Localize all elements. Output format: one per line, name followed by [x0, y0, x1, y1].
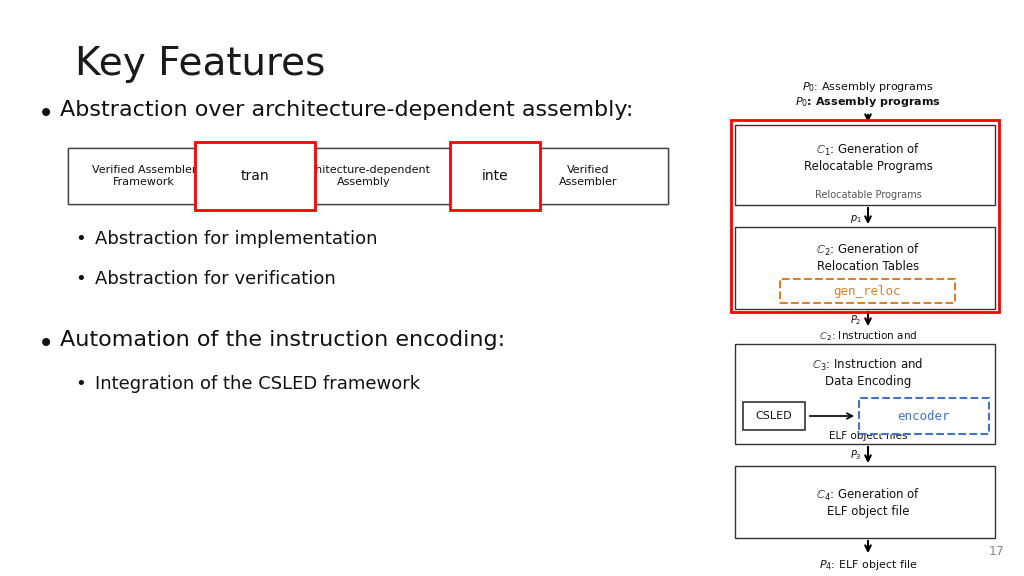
Text: Automation of the instruction encoding:: Automation of the instruction encoding:: [60, 330, 505, 350]
Text: Abstraction for verification: Abstraction for verification: [95, 270, 336, 288]
Text: •: •: [75, 230, 86, 248]
Text: Architecture-dependent
Assembly: Architecture-dependent Assembly: [298, 165, 430, 187]
Bar: [735, 125, 995, 205]
Bar: [195, 142, 315, 210]
Bar: [450, 142, 540, 210]
Text: ELF object files: ELF object files: [828, 431, 907, 441]
Text: tran: tran: [241, 169, 269, 183]
Text: Verified Assembler
Framework: Verified Assembler Framework: [92, 165, 197, 187]
Bar: [743, 402, 805, 430]
Text: $P_2$: $P_2$: [850, 313, 862, 327]
Bar: [270, 148, 458, 204]
Text: Key Features: Key Features: [75, 45, 326, 83]
Text: $P_0$: Assembly programs: $P_0$: Assembly programs: [795, 95, 941, 109]
Text: gen_reloc: gen_reloc: [834, 285, 901, 297]
Bar: [731, 120, 999, 312]
Text: $P_4$: ELF object file: $P_4$: ELF object file: [818, 558, 918, 572]
Text: •: •: [75, 375, 86, 393]
Text: $p_1$: $p_1$: [850, 213, 862, 225]
Text: Abstraction for implementation: Abstraction for implementation: [95, 230, 378, 248]
Bar: [859, 398, 989, 434]
Bar: [735, 466, 995, 538]
Text: $\mathbb{C}_2$: Instruction and: $\mathbb{C}_2$: Instruction and: [819, 329, 918, 343]
Bar: [780, 279, 955, 303]
Text: Verified
Assembler: Verified Assembler: [559, 165, 617, 187]
Text: •: •: [38, 330, 54, 358]
Text: Abstraction over architecture-dependent assembly:: Abstraction over architecture-dependent …: [60, 100, 634, 120]
Text: $\mathbb{C}_2$: Generation of
Relocation Tables: $\mathbb{C}_2$: Generation of Relocation…: [816, 241, 921, 272]
Text: $\mathbb{C}_3$: Instruction and
Data Encoding: $\mathbb{C}_3$: Instruction and Data Enc…: [812, 357, 924, 388]
Bar: [68, 148, 668, 204]
Text: Integration of the CSLED framework: Integration of the CSLED framework: [95, 375, 420, 393]
Bar: [68, 148, 220, 204]
Text: CSLED: CSLED: [756, 411, 793, 421]
Text: •: •: [38, 100, 54, 128]
Bar: [735, 344, 995, 444]
Text: encoder: encoder: [898, 410, 950, 423]
Text: $\mathbb{C}_4$: Generation of
ELF object file: $\mathbb{C}_4$: Generation of ELF object…: [816, 487, 921, 518]
Text: $P_0$: Assembly programs: $P_0$: Assembly programs: [803, 80, 934, 94]
Text: 17: 17: [989, 545, 1005, 558]
Bar: [508, 148, 668, 204]
Text: Relocatable Programs: Relocatable Programs: [815, 190, 922, 200]
Text: $P_3$: $P_3$: [850, 448, 862, 462]
Text: $\mathbb{C}_1$: Generation of
Relocatable Programs: $\mathbb{C}_1$: Generation of Relocatabl…: [804, 142, 933, 173]
Text: •: •: [75, 270, 86, 288]
Bar: [735, 227, 995, 309]
Text: inte: inte: [481, 169, 508, 183]
